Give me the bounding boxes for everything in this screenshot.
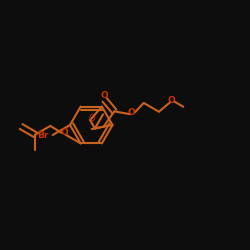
Text: Br: Br (37, 130, 48, 140)
Text: O: O (128, 108, 136, 118)
Text: O: O (88, 114, 95, 124)
Text: O: O (60, 128, 68, 137)
Text: O: O (101, 91, 108, 100)
Text: O: O (167, 96, 175, 104)
